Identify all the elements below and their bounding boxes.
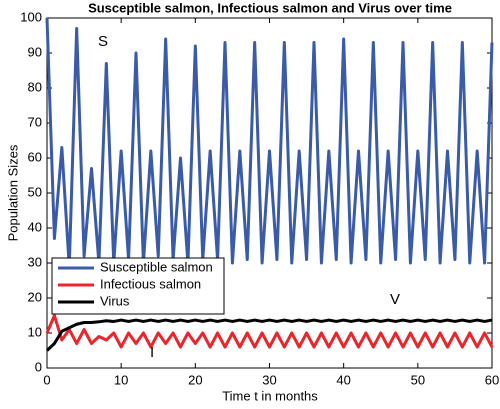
legend-label: Susceptible salmon	[100, 259, 213, 274]
annotation: I	[150, 344, 154, 361]
y-tick-label: 20	[28, 289, 42, 304]
x-tick-label: 10	[114, 372, 128, 387]
x-tick-label: 60	[485, 372, 499, 387]
legend-label: Virus	[100, 293, 130, 308]
x-tick-label: 50	[411, 372, 425, 387]
plot-area	[46, 17, 493, 369]
x-axis-label: Time t in months	[222, 388, 318, 403]
x-tick-label: 40	[336, 372, 350, 387]
y-tick-label: 10	[28, 324, 42, 339]
y-tick-label: 50	[28, 184, 42, 199]
series-line	[45, 314, 494, 349]
annotation: S	[98, 33, 108, 50]
chart-title: Susceptible salmon, Infectious salmon an…	[88, 0, 452, 15]
x-tick-label: 20	[188, 372, 202, 387]
x-tick-label: 30	[262, 372, 276, 387]
y-tick-label: 0	[35, 359, 42, 374]
legend-label: Infectious salmon	[100, 276, 201, 291]
annotation: V	[390, 291, 400, 308]
y-tick-label: 90	[28, 44, 42, 59]
y-tick-label: 70	[28, 114, 42, 129]
y-tick-label: 30	[28, 254, 42, 269]
series-line	[45, 318, 493, 352]
x-tick-label: 0	[43, 372, 50, 387]
y-tick-label: 40	[28, 219, 42, 234]
y-axis-label: Population Sizes	[5, 144, 20, 241]
y-tick-label: 60	[28, 149, 42, 164]
y-tick-label: 80	[28, 79, 42, 94]
series-line	[45, 17, 494, 268]
y-tick-label: 100	[20, 9, 42, 24]
